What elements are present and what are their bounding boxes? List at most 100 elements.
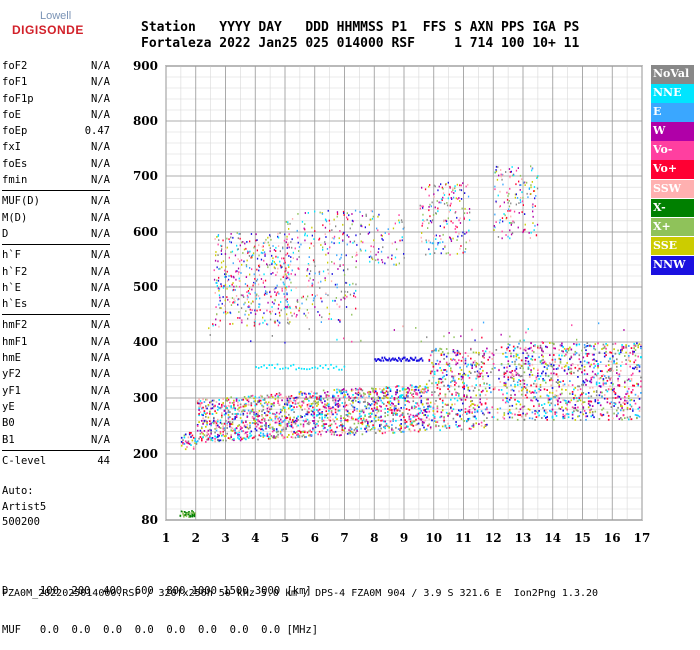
echo-point	[494, 213, 496, 216]
echo-point	[622, 345, 625, 348]
echo-point	[456, 183, 458, 186]
echo-point	[424, 387, 427, 390]
echo-point	[340, 290, 343, 293]
echo-point	[290, 281, 292, 284]
echo-point	[345, 282, 348, 284]
echo-point	[598, 352, 601, 354]
echo-point	[518, 356, 520, 359]
echo-point	[217, 420, 219, 423]
echo-point	[255, 410, 258, 413]
echo-point	[404, 356, 406, 359]
echo-point	[263, 420, 266, 422]
param-row-hf2: h`F2 N/A	[2, 264, 110, 280]
echo-point	[338, 389, 341, 392]
echo-point	[354, 431, 357, 434]
echo-point	[433, 413, 436, 415]
echo-point	[420, 236, 422, 239]
echo-point	[545, 417, 547, 419]
echo-point	[282, 405, 285, 408]
echo-point	[228, 238, 230, 241]
echo-point	[264, 319, 266, 322]
echo-point	[284, 396, 286, 399]
echo-point	[251, 309, 253, 311]
echo-point	[243, 248, 246, 251]
echo-point	[218, 303, 220, 306]
echo-point	[569, 358, 571, 361]
echo-point	[626, 379, 629, 382]
echo-point	[373, 398, 376, 401]
echo-point	[527, 354, 530, 357]
echo-point	[624, 417, 626, 419]
echo-point	[310, 390, 313, 393]
echo-point	[636, 342, 638, 345]
echo-point	[474, 408, 476, 411]
echo-point	[368, 223, 370, 226]
echo-point	[281, 266, 283, 268]
echo-point	[299, 307, 301, 310]
echo-point	[563, 369, 566, 372]
echo-point	[479, 393, 481, 396]
x-tick-label: 4	[251, 531, 259, 545]
echo-point	[443, 358, 445, 360]
echo-point	[289, 416, 291, 419]
echo-point	[266, 434, 269, 437]
echo-point	[321, 425, 323, 427]
echo-point	[618, 395, 621, 398]
echo-point	[336, 391, 338, 394]
echo-point	[468, 405, 471, 408]
echo-point	[573, 407, 575, 410]
echo-point	[449, 253, 451, 256]
echo-point	[258, 427, 261, 430]
echo-point	[288, 277, 290, 280]
echo-point	[557, 403, 559, 406]
param-row-fof1: foF1 N/A	[2, 74, 110, 90]
echo-point	[290, 364, 292, 367]
echo-point	[569, 346, 571, 349]
echo-point	[569, 371, 571, 374]
echo-point	[508, 222, 511, 224]
echo-point	[296, 398, 298, 401]
echo-point	[625, 393, 627, 395]
echo-point	[585, 352, 587, 355]
echo-point	[445, 183, 447, 185]
echo-point	[274, 394, 277, 397]
echo-point	[241, 430, 243, 433]
echo-point	[345, 409, 348, 411]
echo-point	[415, 393, 417, 395]
echo-point	[233, 403, 235, 406]
echo-point	[504, 381, 507, 384]
echo-point	[464, 373, 467, 376]
echo-point	[307, 295, 309, 298]
echo-point	[297, 430, 299, 432]
echo-point	[395, 263, 397, 266]
echo-point	[253, 419, 255, 421]
echo-point	[403, 395, 405, 398]
echo-point	[248, 255, 251, 257]
echo-point	[500, 175, 502, 178]
echo-point	[308, 434, 310, 437]
echo-point	[346, 216, 348, 219]
echo-point	[243, 425, 246, 428]
echo-point	[332, 396, 334, 399]
echo-point	[376, 392, 378, 394]
echo-point	[587, 406, 590, 409]
echo-point	[303, 227, 305, 230]
echo-point	[180, 436, 183, 439]
echo-point	[452, 375, 455, 378]
echo-point	[376, 411, 378, 414]
echo-point	[302, 401, 305, 404]
echo-point	[286, 245, 289, 248]
echo-point	[273, 266, 275, 269]
echo-point	[391, 402, 393, 404]
echo-point	[392, 227, 395, 230]
echo-point	[263, 412, 266, 414]
echo-point	[523, 339, 525, 342]
echo-point	[380, 359, 382, 362]
echo-point	[454, 359, 456, 361]
echo-point	[517, 167, 519, 169]
echo-point	[376, 227, 378, 230]
echo-point	[429, 203, 431, 206]
echo-point	[420, 357, 423, 360]
echo-point	[587, 344, 590, 347]
echo-point	[476, 362, 479, 365]
